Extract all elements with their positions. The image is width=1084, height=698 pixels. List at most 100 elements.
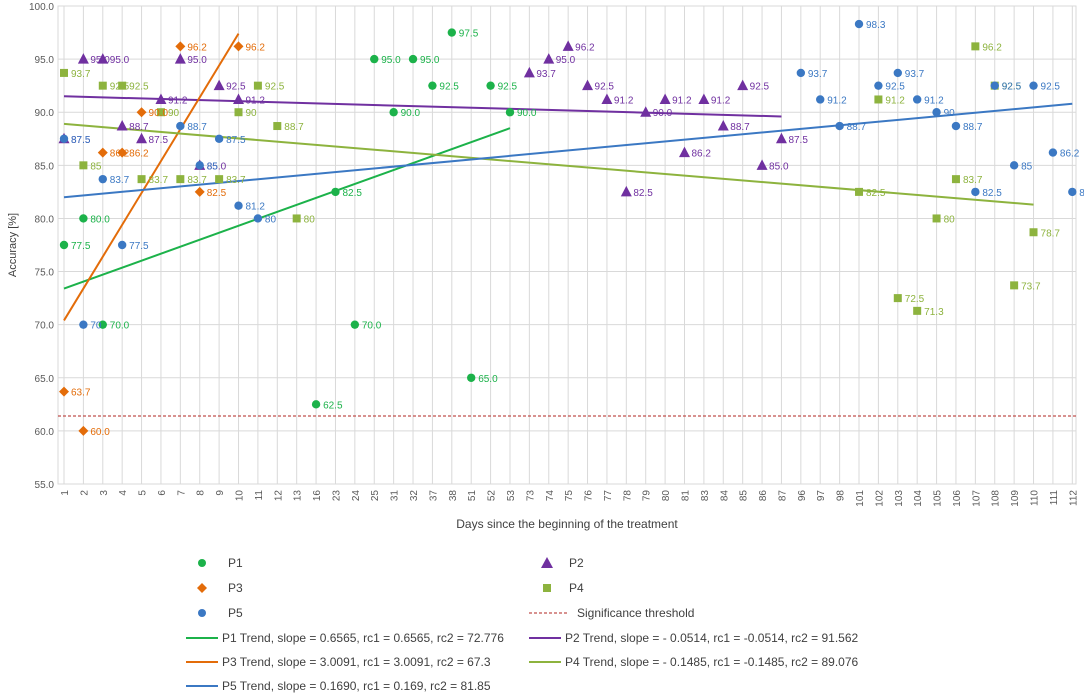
y-tick-label: 90.0 [35, 108, 55, 119]
p1-data-label: 92.5 [439, 82, 459, 93]
p4-point [234, 108, 243, 117]
legend-item-p2-trend: P2 Trend, slope = - 0.0514, rc1 = -0.051… [529, 631, 859, 645]
p4-point [971, 42, 980, 51]
p2-point [737, 79, 749, 91]
x-tick-label: 106 [952, 490, 963, 507]
p2-point [601, 93, 613, 104]
p4-point [951, 175, 960, 184]
p2-data-label: 96.2 [575, 42, 595, 53]
p4-data-label: 80 [944, 214, 956, 225]
legend-label-p5: P5 [228, 606, 243, 620]
y-tick-label: 80.0 [35, 214, 55, 225]
legend-item-p1: P1 [198, 556, 243, 570]
p5-data-label: 90 [944, 108, 956, 119]
p4-data-label: 92.5 [129, 82, 149, 93]
p4-data-label: 83.7 [963, 175, 983, 186]
p2-point [543, 53, 555, 64]
p5-data-label: 93.7 [905, 69, 925, 80]
x-tick-label: 12 [273, 490, 284, 502]
p5-data-label: 88.7 [187, 122, 207, 133]
x-tick-label: 53 [506, 490, 517, 502]
p1-point [447, 28, 457, 37]
p3-point [97, 147, 108, 158]
legend-item-p1-trend: P1 Trend, slope = 0.6565, rc1 = 0.6565, … [186, 631, 504, 645]
p2-point [756, 159, 768, 170]
p2-data-label: 92.5 [750, 82, 770, 93]
p5-data-label: 85 [1021, 161, 1033, 172]
p4-data-label: 90 [168, 108, 180, 119]
x-tick-label: 97 [816, 490, 827, 502]
p5-point [234, 201, 243, 210]
p4-point [118, 81, 127, 90]
legend-marker-p3 [197, 583, 207, 593]
p2-point [233, 93, 245, 104]
p4-point [98, 81, 107, 90]
p4-data-label: 82.5 [866, 188, 886, 199]
p5-data-label: 80 [265, 214, 277, 225]
p2-data-label: 85.0 [207, 161, 227, 172]
x-tick-label: 104 [913, 490, 924, 507]
p5-point [912, 95, 922, 104]
p1-data-label: 65.0 [478, 374, 498, 385]
p3-data-label: 86.2 [110, 149, 130, 160]
p5-point [893, 68, 902, 78]
p2-point [678, 146, 690, 158]
p4-trend-line [63, 122, 1034, 206]
p2-data-label: 91.2 [168, 95, 188, 106]
p2-data-label: 88.7 [730, 122, 750, 133]
x-axis-label: Days since the beginning of the treatmen… [456, 517, 678, 531]
p1-data-label: 97.5 [459, 29, 479, 40]
p5-data-label: 92.5 [1002, 82, 1022, 93]
x-tick-label: 84 [719, 490, 730, 502]
x-tick-label: 2 [79, 490, 90, 496]
p4-data-label: 88.7 [284, 122, 304, 133]
legend-marker-p5 [198, 609, 206, 617]
x-tick-label: 25 [370, 490, 381, 502]
p1-point [486, 81, 495, 90]
p4-data-label: 92.5 [110, 82, 130, 93]
legend-label-p3: P3 [228, 581, 243, 595]
p1-data-label: 77.5 [71, 241, 91, 252]
legend-item-p3: P3 [197, 581, 243, 595]
legend-label-p2: P2 [569, 556, 584, 570]
y-axis-label: Accuracy [%] [7, 213, 19, 277]
p5-data-label: 91.2 [827, 95, 847, 106]
x-tick-label: 9 [215, 490, 226, 496]
x-tick-label: 78 [622, 490, 633, 502]
p1-data-label: 90.0 [517, 108, 537, 119]
p1-data-label: 62.5 [323, 400, 343, 411]
p4-point [874, 95, 883, 104]
p5-point [253, 214, 263, 223]
p5-data-label: 70 [90, 321, 102, 332]
p2-point [698, 93, 710, 104]
y-axis-ticks: 55.0 60.0 65.0 70.0 75.0 80.0 85.0 90.0 95.0 100.… [29, 2, 54, 491]
p4-data-label: 80 [304, 214, 316, 225]
y-tick-label: 85.0 [35, 161, 55, 172]
p4-point [215, 175, 224, 184]
x-tick-label: 79 [642, 490, 653, 502]
p5-point [176, 121, 185, 131]
p4-data-label: 83.7 [149, 175, 169, 186]
p5-point [214, 134, 224, 143]
p3-data-label: 82.5 [207, 188, 227, 199]
p5-point [835, 121, 844, 131]
p2-data-label: 95.0 [187, 55, 207, 66]
p4-data-label: 90 [246, 108, 258, 119]
legend-label-p4: P4 [569, 581, 584, 595]
p3-trend-line [63, 33, 240, 321]
p4-data-label: 83.7 [187, 175, 207, 186]
p4-point [273, 122, 282, 131]
p3-data-label: 86.2 [129, 149, 149, 160]
p4-data-label: 91.2 [885, 95, 905, 106]
p4-point [292, 214, 301, 223]
legend: P1 P2 P3 P4 P5 Significance threshold P1… [186, 556, 859, 693]
plot-area-frame [57, 5, 1077, 485]
p2-data-label: 87.5 [788, 135, 808, 146]
p5-data-label: 92.5 [1041, 82, 1061, 93]
p1-point [389, 108, 398, 117]
p2-point [155, 93, 167, 104]
legend-label-p2-trend: P2 Trend, slope = - 0.0514, rc1 = -0.051… [565, 631, 859, 645]
p5-point [951, 121, 961, 131]
data-points [58, 19, 1077, 436]
